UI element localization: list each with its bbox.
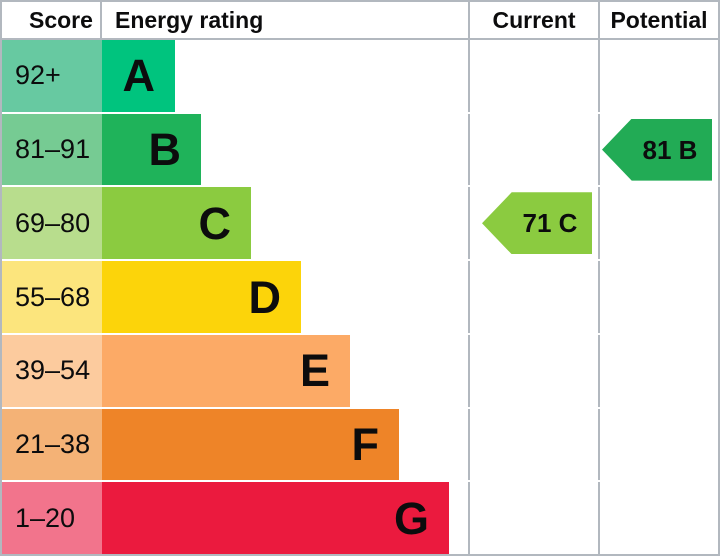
band-g-score-cell: 1–20 <box>2 482 102 554</box>
band-e-bar-area: E <box>102 334 468 407</box>
current-cell-e <box>468 334 598 407</box>
band-e-bar: E <box>102 334 350 407</box>
band-a-letter: A <box>122 50 156 102</box>
band-d-score-cell: 55–68 <box>2 261 102 333</box>
current-cell-a <box>468 40 598 112</box>
band-f-bar: F <box>102 408 399 481</box>
band-g-letter: G <box>393 492 429 544</box>
band-f-letter: F <box>351 418 380 470</box>
current-cell-b <box>468 113 598 186</box>
band-e-letter: E <box>299 345 330 397</box>
band-b-letter: B <box>148 124 182 176</box>
band-b-score-cell: 81–91 <box>2 113 102 186</box>
band-g-score-label: 1–20 <box>15 502 76 533</box>
band-row-a: 92+ A <box>2 40 718 112</box>
band-g-bar-area: G <box>102 482 468 554</box>
potential-column-header: Potential <box>598 2 718 38</box>
chart-body: 92+ A 81–91 B 81 B 69–80 C 71 C <box>2 40 718 554</box>
chart-header: Score Energy rating Current Potential <box>2 2 718 40</box>
band-row-g: 1–20 G <box>2 480 718 554</box>
current-rating-label: 71 C <box>522 208 578 239</box>
band-row-c: 69–80 C 71 C <box>2 185 718 260</box>
current-cell-f <box>468 408 598 481</box>
band-c-score-cell: 69–80 <box>2 187 102 260</box>
band-row-e: 39–54 E <box>2 332 718 407</box>
band-row-b: 81–91 B 81 B <box>2 111 718 186</box>
band-f-bar-area: F <box>102 408 468 481</box>
current-column-header: Current <box>468 2 598 38</box>
band-d-score-label: 55–68 <box>15 281 91 312</box>
potential-cell-b: 81 B <box>598 113 718 186</box>
energy-rating-column-header: Energy rating <box>115 6 264 33</box>
band-row-d: 55–68 D <box>2 259 718 333</box>
band-b-bar: B <box>102 113 201 186</box>
band-f-score-cell: 21–38 <box>2 408 102 481</box>
current-cell-c: 71 C <box>468 187 598 260</box>
potential-rating-arrow: 81 B <box>602 118 712 181</box>
potential-cell-d <box>598 261 718 333</box>
band-b-score-label: 81–91 <box>15 134 91 165</box>
band-a-bar: A <box>102 40 175 112</box>
potential-cell-f <box>598 408 718 481</box>
potential-cell-a <box>598 40 718 112</box>
potential-rating-label: 81 B <box>642 134 698 165</box>
band-a-bar-area: A <box>102 40 468 112</box>
band-e-score-label: 39–54 <box>15 355 91 386</box>
band-d-bar: D <box>102 261 301 333</box>
band-row-f: 21–38 F <box>2 406 718 481</box>
band-e-score-cell: 39–54 <box>2 334 102 407</box>
band-b-bar-area: B <box>102 113 468 186</box>
band-g-bar: G <box>102 482 449 554</box>
band-c-letter: C <box>198 197 232 249</box>
band-c-bar: C <box>102 187 251 260</box>
band-c-bar-area: C <box>102 187 468 260</box>
band-a-score-cell: 92+ <box>2 40 102 112</box>
current-cell-d <box>468 261 598 333</box>
potential-cell-e <box>598 334 718 407</box>
band-d-letter: D <box>248 271 282 323</box>
band-a-score-label: 92+ <box>15 60 61 91</box>
current-cell-g <box>468 482 598 554</box>
current-rating-arrow: 71 C <box>482 192 592 255</box>
potential-cell-c <box>598 187 718 260</box>
score-column-header: Score <box>2 2 102 38</box>
band-f-score-label: 21–38 <box>15 428 91 459</box>
potential-cell-g <box>598 482 718 554</box>
band-c-score-label: 69–80 <box>15 207 91 238</box>
band-d-bar-area: D <box>102 261 468 333</box>
